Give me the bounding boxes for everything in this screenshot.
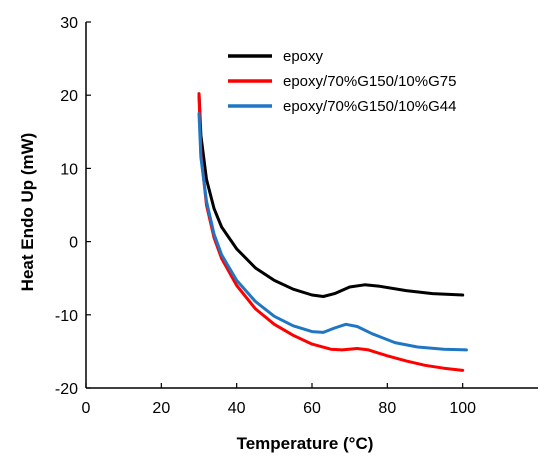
- legend: epoxy epoxy/70%G150/10%G75 epoxy/70%G150/1…: [228, 48, 456, 115]
- legend-label-3: epoxy/70%G150/10%G44: [283, 98, 456, 115]
- legend-label-1: epoxy: [283, 48, 324, 65]
- x-tick-label: 20: [152, 400, 170, 417]
- x-axis-ticks: 0 20 40 60 80 100: [82, 383, 476, 417]
- series-lines: [197, 92, 468, 372]
- legend-label-2: epoxy/70%G150/10%G75: [283, 73, 456, 90]
- x-tick-label: 60: [303, 400, 321, 417]
- x-tick-label: 100: [449, 400, 476, 417]
- y-tick-label: 30: [60, 15, 78, 32]
- series-line-1: [197, 92, 465, 298]
- x-tick-label: 0: [82, 400, 91, 417]
- y-axis-ticks: -20 -10 0 10 20 30: [55, 15, 91, 398]
- x-tick-label: 40: [228, 400, 246, 417]
- x-axis-title: Temperature (°C): [237, 434, 374, 453]
- y-tick-label: 10: [60, 161, 78, 178]
- x-tick-label: 80: [378, 400, 396, 417]
- y-axis-title: Heat Endo Up (mW): [18, 133, 37, 292]
- y-tick-label: -20: [55, 381, 78, 398]
- y-tick-label: -10: [55, 308, 78, 325]
- y-tick-label: 20: [60, 88, 78, 105]
- y-tick-label: 0: [69, 235, 78, 252]
- series-line-3: [197, 112, 468, 352]
